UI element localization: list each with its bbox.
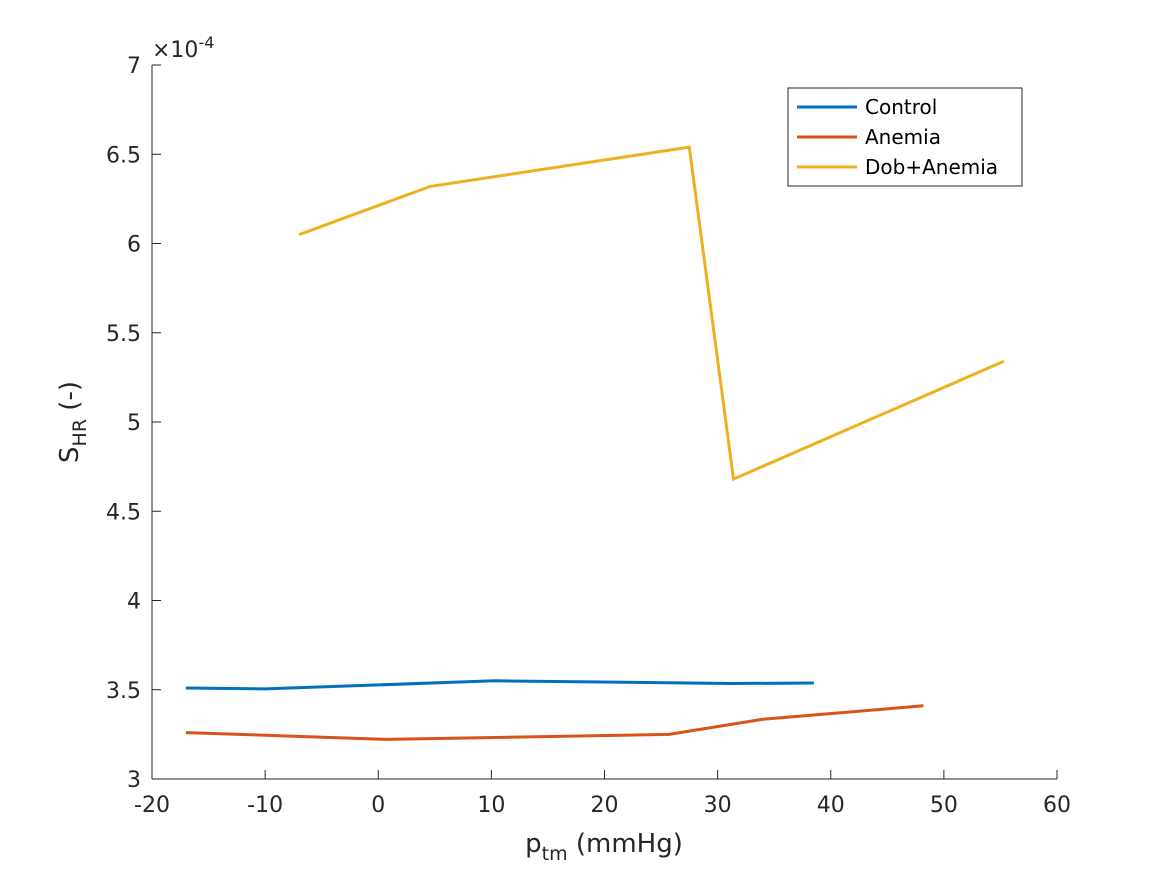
y-tick-label: 6.5: [106, 143, 141, 168]
tick-labels: -20 -10 0 10 20 30 40 50 60 3 3.5 4 4.5 5 5.5 6 6.5 7: [106, 54, 1071, 818]
y-axis-label: SHR (-): [55, 381, 91, 463]
x-tick-label: 20: [591, 793, 619, 818]
series-line-dob-anemia: [298, 145, 1005, 482]
legend-label-anemia: Anemia: [865, 125, 941, 149]
legend-label-dob-anemia: Dob+Anemia: [865, 155, 998, 179]
x-tick-label: 0: [371, 793, 385, 818]
x-tick-label: 10: [477, 793, 505, 818]
y-tick-label: 3: [127, 768, 141, 793]
x-tick-label: 60: [1043, 793, 1071, 818]
x-tick-label: -20: [134, 793, 170, 818]
y-tick-label: 4.5: [106, 500, 141, 525]
x-tick-label: -10: [247, 793, 283, 818]
x-tick-label: 30: [704, 793, 732, 818]
y-multiplier-label: ×10-4: [152, 33, 214, 63]
y-tick-label: 3.5: [106, 679, 141, 704]
series-line-control: [185, 679, 814, 691]
y-tick-label: 5: [127, 411, 141, 436]
x-tick-label: 50: [930, 793, 958, 818]
x-tick-label: 40: [817, 793, 845, 818]
series-line-anemia: [185, 704, 924, 741]
y-tick-label: 7: [127, 54, 141, 79]
x-axis-label: ptm (mmHg): [525, 829, 683, 865]
axes: [151, 64, 1058, 780]
y-tick-label: 5.5: [106, 322, 141, 347]
y-tick-label: 6: [127, 233, 141, 258]
legend: Control Anemia Dob+Anemia: [787, 87, 1023, 187]
y-tick-label: 4: [127, 590, 141, 615]
series-group: [185, 145, 1005, 741]
legend-label-control: Control: [865, 95, 937, 119]
